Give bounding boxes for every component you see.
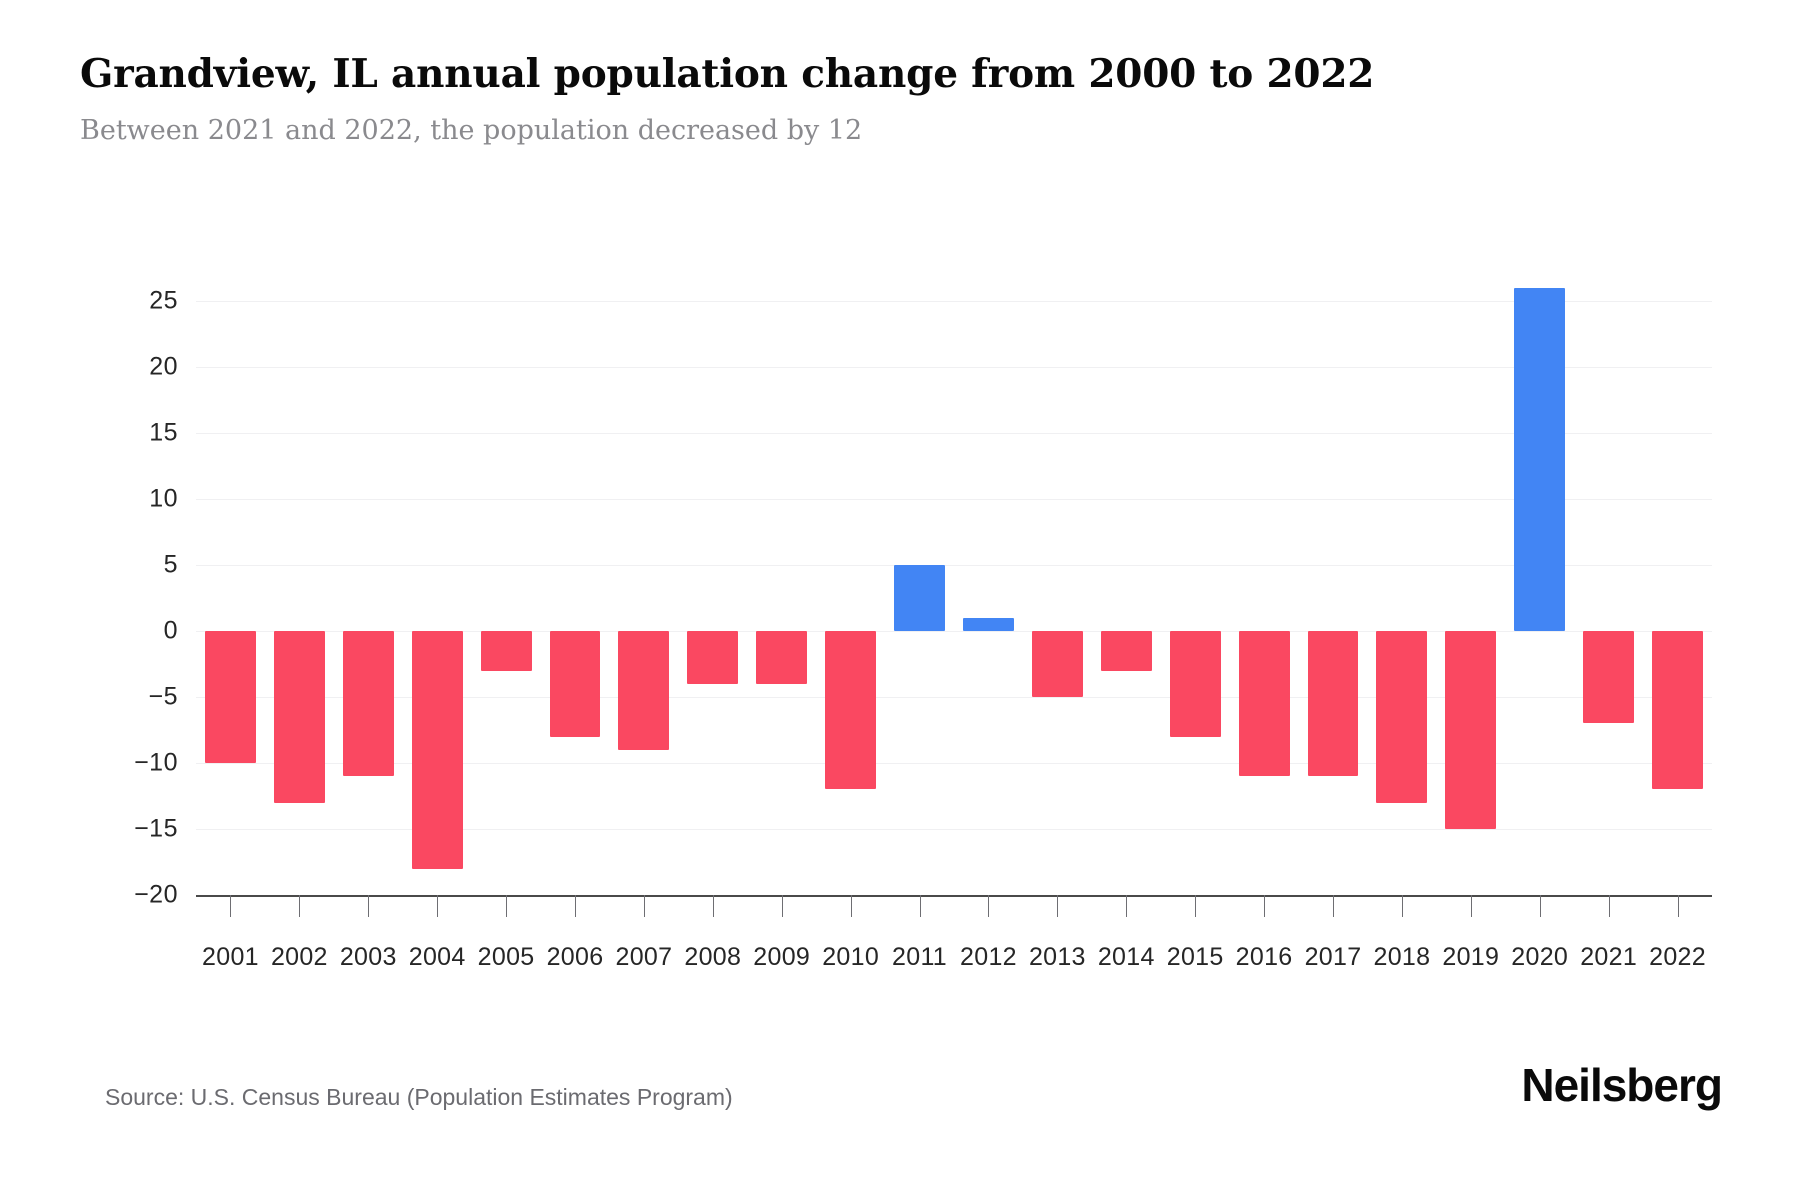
x-tick-mark: [368, 895, 370, 917]
x-tick-label-2009: 2009: [753, 943, 811, 971]
bar-2020[interactable]: [1514, 287, 1566, 631]
x-tick-mark: [850, 895, 852, 917]
y-tick-label: −20: [134, 880, 178, 909]
x-tick-label-2021: 2021: [1580, 943, 1638, 971]
gridline: [196, 499, 1712, 500]
gridline: [196, 565, 1712, 566]
x-tick-mark: [1264, 895, 1266, 917]
bar-2017[interactable]: [1307, 631, 1359, 777]
gridline: [196, 367, 1712, 368]
bar-2004[interactable]: [411, 631, 463, 869]
y-tick-label: 10: [149, 484, 178, 513]
bar-series: [196, 0, 1712, 1200]
bar-2013[interactable]: [1031, 631, 1083, 697]
bar-2011[interactable]: [894, 565, 946, 631]
x-tick-label-2018: 2018: [1373, 943, 1431, 971]
bar-2003[interactable]: [342, 631, 394, 777]
bar-2009[interactable]: [756, 631, 808, 684]
x-tick-label-2002: 2002: [270, 943, 328, 971]
bar-2022[interactable]: [1652, 631, 1704, 790]
x-tick-label-2019: 2019: [1442, 943, 1500, 971]
bar-2006[interactable]: [549, 631, 601, 737]
bar-2012[interactable]: [962, 617, 1014, 631]
x-tick-label-2014: 2014: [1097, 943, 1155, 971]
bar-2002[interactable]: [273, 631, 325, 803]
y-tick-label: −10: [134, 748, 178, 777]
x-tick-label-2012: 2012: [960, 943, 1017, 971]
x-tick-label-2017: 2017: [1304, 943, 1362, 971]
x-tick-label-2010: 2010: [822, 943, 880, 971]
bar-2001[interactable]: [204, 631, 256, 763]
x-tick-mark: [643, 895, 645, 917]
gridline: [196, 433, 1712, 434]
x-tick-mark: [437, 895, 439, 917]
gridline: [196, 697, 1712, 698]
bar-2018[interactable]: [1376, 631, 1428, 803]
x-tick-label-2013: 2013: [1028, 943, 1086, 971]
y-tick-label: 0: [163, 616, 178, 645]
bar-2007[interactable]: [618, 631, 670, 750]
x-tick-label-2007: 2007: [615, 943, 673, 971]
x-tick-mark: [1195, 895, 1197, 917]
gridline: [196, 829, 1712, 830]
y-tick-label: −15: [134, 814, 178, 843]
bar-2005[interactable]: [480, 631, 532, 671]
x-tick-mark: [1333, 895, 1334, 917]
x-axis-line: [196, 895, 1712, 897]
bar-2016[interactable]: [1238, 631, 1290, 777]
y-tick-label: 15: [149, 418, 178, 447]
y-tick-label: −5: [148, 682, 178, 711]
x-tick-mark: [1677, 895, 1679, 917]
x-tick-mark: [1126, 895, 1128, 917]
x-tick-label-2015: 2015: [1166, 943, 1224, 971]
x-tick-mark: [230, 895, 232, 917]
x-tick-label-2003: 2003: [339, 943, 397, 971]
x-tick-mark: [988, 895, 990, 917]
x-tick-label-2016: 2016: [1235, 943, 1293, 971]
bar-2008[interactable]: [687, 631, 739, 684]
gridline: [196, 301, 1712, 302]
y-tick-label: 5: [163, 550, 178, 579]
bar-2015[interactable]: [1169, 631, 1221, 737]
x-tick-label-2001: 2001: [202, 943, 259, 971]
bar-2010[interactable]: [825, 631, 877, 790]
x-tick-mark: [1401, 895, 1403, 917]
x-tick-mark: [712, 895, 714, 917]
x-tick-mark: [1470, 895, 1472, 917]
gridline: [196, 763, 1712, 764]
x-tick-mark: [506, 895, 508, 917]
x-tick-label-2005: 2005: [477, 943, 535, 971]
bar-2019[interactable]: [1445, 631, 1497, 829]
y-tick-label: 20: [149, 352, 178, 381]
x-tick-mark: [1608, 895, 1610, 917]
x-tick-label-2006: 2006: [546, 943, 604, 971]
x-tick-mark: [1057, 895, 1059, 917]
source-note: Source: U.S. Census Bureau (Population E…: [105, 1084, 733, 1110]
neilsberg-logo: Neilsberg: [1521, 1059, 1723, 1111]
x-tick-label-2004: 2004: [408, 943, 466, 971]
x-tick-label-2008: 2008: [684, 943, 742, 971]
chart-header: Grandview, IL annual population change f…: [80, 52, 1720, 147]
x-tick-mark: [781, 895, 783, 917]
x-tick-mark: [299, 895, 301, 917]
x-tick-label-2022: 2022: [1649, 943, 1706, 971]
gridline: [196, 631, 1712, 632]
bar-2021[interactable]: [1583, 631, 1635, 724]
page-title: Grandview, IL annual population change f…: [80, 51, 1375, 97]
x-tick-mark: [919, 895, 921, 917]
y-tick-label: 25: [149, 286, 178, 315]
x-tick-label-2011: 2011: [892, 943, 948, 971]
x-tick-mark: [1539, 895, 1541, 917]
bar-2014[interactable]: [1100, 631, 1152, 671]
chart-subtitle: Between 2021 and 2022, the population de…: [80, 114, 863, 146]
x-tick-mark: [575, 895, 576, 917]
x-tick-label-2020: 2020: [1511, 943, 1569, 971]
